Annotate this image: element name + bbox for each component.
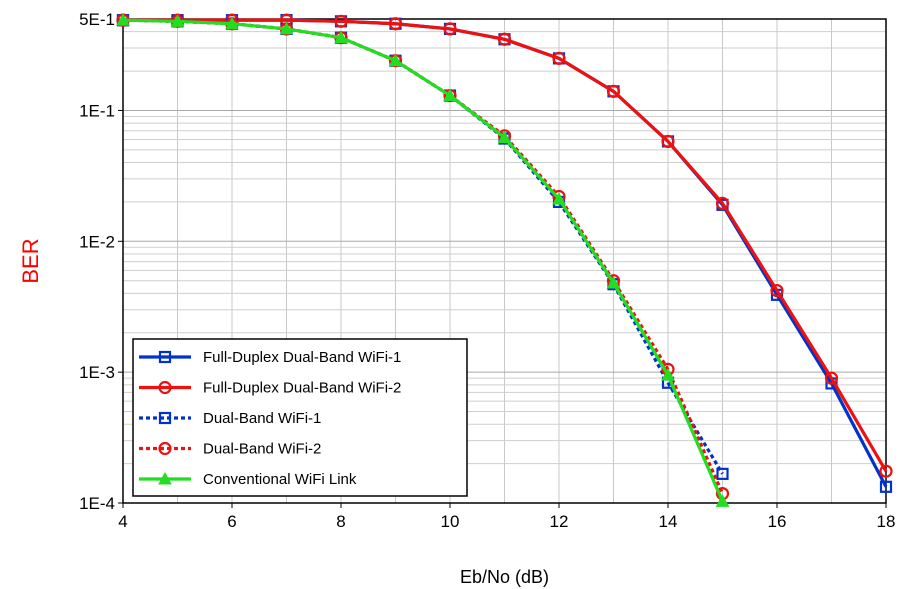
data-point — [824, 371, 839, 385]
data-point — [879, 464, 893, 478]
legend-swatch-marker — [158, 471, 172, 485]
legend-item: Dual-Band WiFi-1 — [139, 410, 321, 427]
x-tick-label: 18 — [877, 512, 896, 531]
data-point — [661, 368, 675, 381]
legend-items: Full-Duplex Dual-Band WiFi-1 Full-Duplex … — [139, 349, 401, 488]
data-point — [225, 16, 239, 30]
legend-swatch-marker — [158, 411, 172, 425]
series-line — [123, 18, 888, 473]
data-point — [715, 494, 730, 507]
data-point — [334, 30, 348, 44]
data-point — [661, 134, 675, 149]
data-point — [279, 21, 294, 35]
data-point — [497, 32, 512, 46]
data-point — [388, 53, 403, 67]
x-tick-label: 12 — [550, 512, 569, 531]
data-point — [334, 14, 348, 28]
legend-item: Conventional WiFi Link — [139, 471, 357, 488]
legend-item: Dual-Band WiFi-2 — [139, 441, 321, 458]
x-axis-title: Eb/No (dB) — [460, 567, 549, 587]
data-point — [552, 51, 566, 65]
y-axis-title: BER — [18, 238, 43, 283]
x-tick-label: 16 — [768, 512, 787, 531]
y-tick-label: 1E-1 — [79, 101, 115, 120]
data-point — [770, 284, 784, 298]
legend-label: Conventional WiFi Link — [203, 471, 357, 488]
legend-label: Full-Duplex Dual-Band WiFi-1 — [203, 349, 401, 366]
x-tick-label: 6 — [227, 512, 236, 531]
data-point — [606, 84, 621, 98]
data-point — [715, 196, 730, 210]
data-point — [170, 14, 185, 27]
data-point — [116, 13, 130, 26]
series-line — [122, 18, 724, 502]
data-point — [716, 467, 729, 480]
legend-item: Full-Duplex Dual-Band WiFi-2 — [139, 380, 401, 397]
data-point — [443, 88, 457, 102]
legend-swatch-marker — [158, 441, 172, 456]
x-tick-label: 14 — [659, 512, 678, 531]
data-point — [879, 480, 893, 493]
data-point — [552, 192, 566, 205]
legend-label: Dual-Band WiFi-1 — [203, 410, 321, 427]
data-point — [443, 22, 457, 36]
series-5 — [116, 13, 730, 507]
legend-label: Dual-Band WiFi-2 — [203, 441, 321, 458]
data-point — [606, 275, 621, 289]
legend-item: Full-Duplex Dual-Band WiFi-1 — [139, 349, 401, 366]
legend: Full-Duplex Dual-Band WiFi-1 Full-Duplex … — [132, 338, 468, 497]
y-tick-label: 1E-2 — [79, 232, 115, 251]
y-tick-label: 1E-4 — [79, 494, 115, 513]
y-tick-label: 1E-3 — [79, 363, 115, 382]
axis-ticks: 4 6 8 10 12 14 16 18 5E-1 1E-1 1E-2 1E-3 1E-4 — [79, 10, 895, 531]
data-point — [388, 17, 403, 31]
x-tick-label: 8 — [336, 512, 345, 531]
legend-swatch-marker — [158, 380, 172, 395]
series-layer — [116, 13, 893, 507]
data-point — [497, 130, 512, 144]
legend-swatch-marker — [158, 350, 172, 364]
x-tick-label: 4 — [118, 512, 127, 531]
x-tick-label: 10 — [441, 512, 460, 531]
plot-frame — [122, 18, 887, 504]
y-tick-label: 5E-1 — [79, 10, 115, 29]
legend-label: Full-Duplex Dual-Band WiFi-2 — [203, 380, 401, 397]
